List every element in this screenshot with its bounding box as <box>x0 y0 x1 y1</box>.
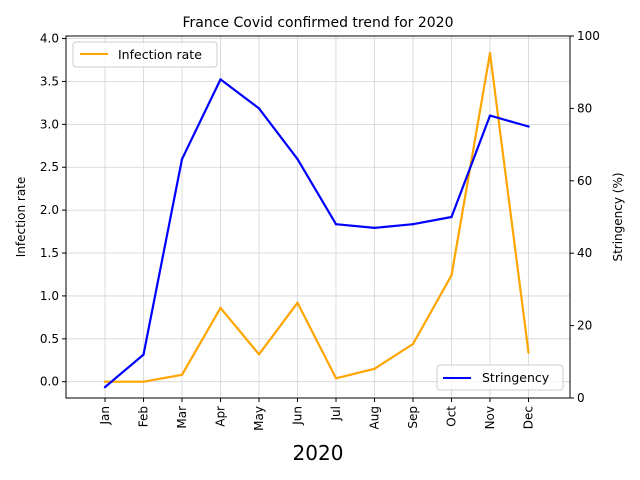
x-tick-label: Jun <box>291 406 305 426</box>
data-point-stringency <box>488 114 492 117</box>
left-y-tick-label: 3.5 <box>40 74 59 88</box>
legend-label-stringency: Stringency <box>482 370 550 385</box>
data-point-infection-rate <box>296 301 299 304</box>
x-tick-label: Mar <box>175 406 189 429</box>
data-point-infection-rate <box>527 351 530 354</box>
data-point-infection-rate <box>411 342 415 346</box>
data-point-infection-rate <box>373 367 376 371</box>
data-point-infection-rate <box>257 353 261 356</box>
legend-box-infection-rate <box>72 41 218 68</box>
data-point-stringency <box>257 107 261 110</box>
series-line-infection-rate <box>105 52 530 383</box>
left-y-tick-label: 1.0 <box>40 289 59 303</box>
x-tick-label: Feb <box>137 406 151 427</box>
data-point-infection-rate <box>142 380 145 383</box>
data-point-stringency <box>142 353 145 356</box>
right-y-tick-label: 80 <box>577 101 592 115</box>
left-y-tick-label: 3.0 <box>40 117 59 131</box>
data-point-stringency <box>411 223 415 226</box>
data-point-infection-rate <box>450 274 453 277</box>
data-point-infection-rate <box>180 373 184 377</box>
data-point-stringency <box>527 125 530 128</box>
right-y-tick-label: 100 <box>577 29 600 43</box>
data-point-stringency <box>296 157 299 161</box>
left-y-tick-label: 1.5 <box>40 246 59 260</box>
axis-ticks: Jan Feb Mar Apr May Jun Jul Aug Sep Oct Nov Dec 0.0 0… <box>40 29 600 431</box>
data-point-infection-rate <box>488 51 492 55</box>
plot-frame <box>65 35 571 399</box>
legend-stringency: Stringency <box>436 364 564 391</box>
x-axis-title: 2020 <box>293 441 344 465</box>
left-y-tick-label: 2.0 <box>40 203 59 217</box>
x-tick-label: May <box>252 406 266 431</box>
chart-title: France Covid confirmed trend for 2020 <box>183 15 454 31</box>
data-point-stringency <box>373 226 376 230</box>
legend-box-stringency <box>436 364 564 391</box>
x-tick-label: Sep <box>406 406 420 429</box>
x-tick-label: Oct <box>445 406 459 427</box>
data-point-infection-rate <box>334 377 338 380</box>
x-tick-label: Jul <box>329 406 343 421</box>
data-point-infection-rate <box>103 380 107 383</box>
left-axis-title: Infection rate <box>14 177 28 258</box>
legend-label-infection-rate: Infection rate <box>118 47 202 62</box>
left-y-tick-label: 4.0 <box>40 32 59 46</box>
right-y-tick-label: 20 <box>577 319 592 333</box>
data-point-infection-rate <box>219 306 222 310</box>
x-tick-label: Aug <box>368 406 382 429</box>
legend-infection-rate: Infection rate <box>72 41 218 68</box>
left-y-tick-label: 0.5 <box>40 332 59 346</box>
right-y-tick-label: 60 <box>577 174 592 188</box>
right-axis-title: Stringency (%) <box>611 172 625 261</box>
series-line-stringency <box>104 78 529 388</box>
x-tick-label: Jan <box>98 406 112 426</box>
right-y-tick-label: 0 <box>577 391 585 405</box>
left-y-tick-label: 2.5 <box>40 160 59 174</box>
data-point-stringency <box>450 215 453 219</box>
x-tick-label: Nov <box>483 406 497 429</box>
series-lines <box>103 51 530 389</box>
right-y-tick-label: 40 <box>577 246 592 260</box>
data-point-stringency <box>180 157 184 161</box>
left-y-tick-label: 0.0 <box>40 375 59 389</box>
data-point-stringency <box>334 223 338 226</box>
x-tick-label: Apr <box>214 406 228 427</box>
data-point-stringency <box>103 385 107 389</box>
x-tick-label: Dec <box>522 406 536 429</box>
data-point-stringency <box>219 78 222 81</box>
